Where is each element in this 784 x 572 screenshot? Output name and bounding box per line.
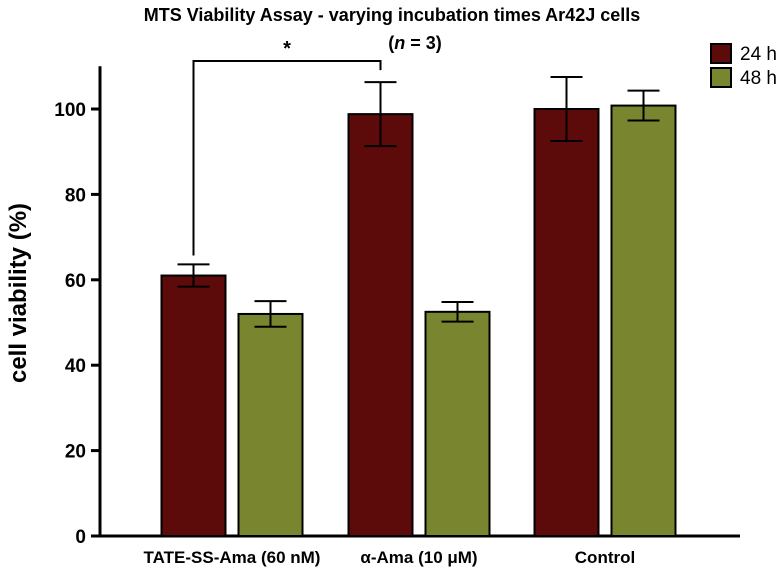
chart-subtitle: (n = 3) bbox=[388, 33, 442, 53]
y-tick-label: 40 bbox=[65, 356, 86, 377]
y-tick-label: 60 bbox=[65, 271, 86, 292]
legend-swatch bbox=[710, 67, 732, 88]
y-axis-label: cell viability (%) bbox=[5, 203, 32, 383]
legend: 24 h 48 h bbox=[710, 43, 777, 89]
subtitle-suffix: = 3) bbox=[405, 33, 442, 53]
legend-label: 24 h bbox=[740, 44, 777, 65]
bars-layer bbox=[160, 75, 677, 538]
subtitle-variable: n bbox=[394, 33, 405, 53]
y-tick-label: 100 bbox=[54, 100, 86, 121]
bar bbox=[347, 113, 414, 538]
bar bbox=[610, 104, 677, 537]
bar bbox=[237, 312, 304, 537]
annotations-layer: * bbox=[192, 38, 382, 256]
x-tick-label: TATE-SS-Ama (60 nM) bbox=[144, 548, 321, 567]
bar bbox=[160, 274, 227, 537]
x-tick-label: Control bbox=[575, 548, 635, 567]
significance-label: * bbox=[283, 38, 291, 60]
y-tick-label: 20 bbox=[65, 442, 86, 463]
y-tick-label: 0 bbox=[75, 527, 86, 548]
bar bbox=[424, 310, 491, 538]
x-tick-label: α-Ama (10 μM) bbox=[360, 548, 477, 567]
significance-bracket bbox=[192, 60, 382, 256]
subtitle-prefix: ( bbox=[388, 33, 394, 53]
legend-label: 48 h bbox=[740, 68, 777, 89]
bar bbox=[533, 108, 600, 537]
y-tick-label: 80 bbox=[65, 185, 86, 206]
legend-swatch bbox=[710, 43, 732, 64]
chart-title: MTS Viability Assay - varying incubation… bbox=[144, 5, 641, 25]
